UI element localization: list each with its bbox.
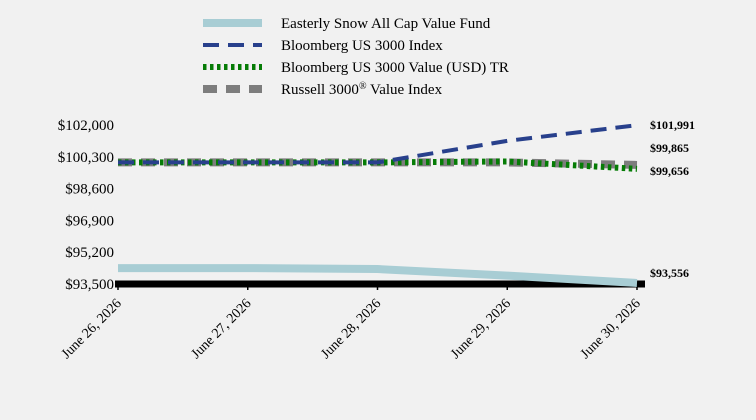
x-tick-label: June 29, 2026 bbox=[448, 296, 514, 362]
legend-label: Bloomberg US 3000 Value (USD) TR bbox=[281, 60, 509, 76]
y-tick-label: $100,300 bbox=[58, 150, 114, 166]
y-tick-label: $96,900 bbox=[65, 213, 114, 229]
legend-item: Bloomberg US 3000 Value (USD) TR bbox=[203, 60, 509, 76]
y-tick-label: $95,200 bbox=[65, 245, 114, 261]
x-tick-label: June 30, 2026 bbox=[578, 296, 644, 362]
y-tick-label: $102,000 bbox=[58, 118, 114, 134]
y-tick-label: $93,500 bbox=[65, 277, 114, 293]
series-line bbox=[118, 264, 638, 287]
end-value-label: $101,991 bbox=[650, 118, 695, 132]
y-axis: $93,500 $95,200 $96,900 $98,600 $100,300 $102… bbox=[58, 118, 114, 293]
legend-label: Easterly Snow All Cap Value Fund bbox=[281, 16, 491, 32]
legend-label: Bloomberg US 3000 Index bbox=[281, 38, 443, 54]
legend-item: Bloomberg US 3000 Index bbox=[203, 38, 443, 54]
end-value-label: $99,865 bbox=[650, 141, 689, 155]
end-value-label: $99,656 bbox=[650, 164, 689, 178]
legend: Easterly Snow All Cap Value Fund Bloomber… bbox=[203, 16, 509, 98]
series-line bbox=[118, 123, 638, 165]
end-labels: $93,556 $101,991 $99,656 $99,865 bbox=[650, 118, 695, 280]
legend-label: Russell 3000® Value Index bbox=[281, 81, 443, 99]
legend-item: Easterly Snow All Cap Value Fund bbox=[203, 16, 491, 32]
x-tick-label: June 27, 2026 bbox=[189, 296, 255, 362]
y-tick-label: $98,600 bbox=[65, 182, 114, 198]
x-tick-label: June 26, 2026 bbox=[59, 296, 125, 362]
legend-item: Russell 3000® Value Index bbox=[203, 81, 443, 99]
x-tick-label: June 28, 2026 bbox=[318, 296, 384, 362]
end-value-label: $93,556 bbox=[650, 266, 689, 280]
x-axis: June 26, 2026 June 27, 2026 June 28, 2026 J… bbox=[59, 280, 645, 362]
series-layer bbox=[118, 123, 638, 287]
